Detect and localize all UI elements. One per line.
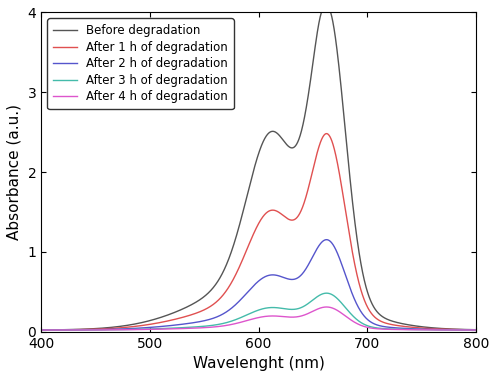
After 4 h of degradation — [460, 328, 466, 332]
After 1 h of degradation — [323, 131, 329, 136]
After 3 h of degradation — [238, 315, 244, 320]
After 4 h of degradation — [61, 328, 66, 332]
After 2 h of degradation — [460, 328, 466, 332]
Before degradation — [249, 172, 255, 177]
After 2 h of degradation — [381, 324, 387, 329]
After 4 h of degradation — [473, 328, 479, 332]
Line: After 4 h of degradation: After 4 h of degradation — [41, 307, 476, 330]
Line: After 2 h of degradation: After 2 h of degradation — [41, 240, 476, 330]
After 2 h of degradation — [38, 328, 44, 332]
After 2 h of degradation — [460, 328, 466, 332]
After 1 h of degradation — [38, 328, 44, 332]
After 4 h of degradation — [38, 328, 44, 332]
After 3 h of degradation — [460, 328, 466, 332]
After 3 h of degradation — [381, 326, 387, 331]
After 3 h of degradation — [249, 310, 255, 314]
Legend: Before degradation, After 1 h of degradation, After 2 h of degradation, After 3 : Before degradation, After 1 h of degrada… — [47, 19, 234, 109]
Line: After 3 h of degradation: After 3 h of degradation — [41, 293, 476, 330]
After 4 h of degradation — [238, 320, 244, 324]
After 3 h of degradation — [38, 328, 44, 332]
After 3 h of degradation — [460, 328, 466, 332]
After 1 h of degradation — [460, 327, 466, 332]
Before degradation — [473, 327, 479, 332]
After 4 h of degradation — [323, 305, 329, 309]
Before degradation — [61, 327, 66, 332]
After 2 h of degradation — [61, 328, 66, 332]
After 1 h of degradation — [381, 320, 387, 325]
After 1 h of degradation — [249, 234, 255, 238]
After 4 h of degradation — [381, 327, 387, 332]
After 1 h of degradation — [238, 261, 244, 265]
After 3 h of degradation — [323, 291, 329, 296]
Before degradation — [460, 327, 466, 332]
Before degradation — [238, 217, 244, 222]
After 4 h of degradation — [249, 317, 255, 321]
After 3 h of degradation — [61, 328, 66, 332]
Line: Before degradation: Before degradation — [41, 5, 476, 330]
After 2 h of degradation — [323, 237, 329, 242]
After 1 h of degradation — [460, 327, 466, 332]
After 2 h of degradation — [249, 285, 255, 289]
Before degradation — [323, 3, 329, 8]
Before degradation — [460, 327, 466, 332]
After 2 h of degradation — [238, 297, 244, 302]
After 1 h of degradation — [473, 328, 479, 332]
Before degradation — [381, 315, 387, 320]
Before degradation — [38, 328, 44, 332]
After 2 h of degradation — [473, 328, 479, 332]
After 1 h of degradation — [61, 328, 66, 332]
Line: After 1 h of degradation: After 1 h of degradation — [41, 133, 476, 330]
Y-axis label: Absorbance (a.u.): Absorbance (a.u.) — [7, 104, 22, 240]
After 4 h of degradation — [460, 328, 466, 332]
After 3 h of degradation — [473, 328, 479, 332]
X-axis label: Wavelenght (nm): Wavelenght (nm) — [192, 356, 324, 371]
